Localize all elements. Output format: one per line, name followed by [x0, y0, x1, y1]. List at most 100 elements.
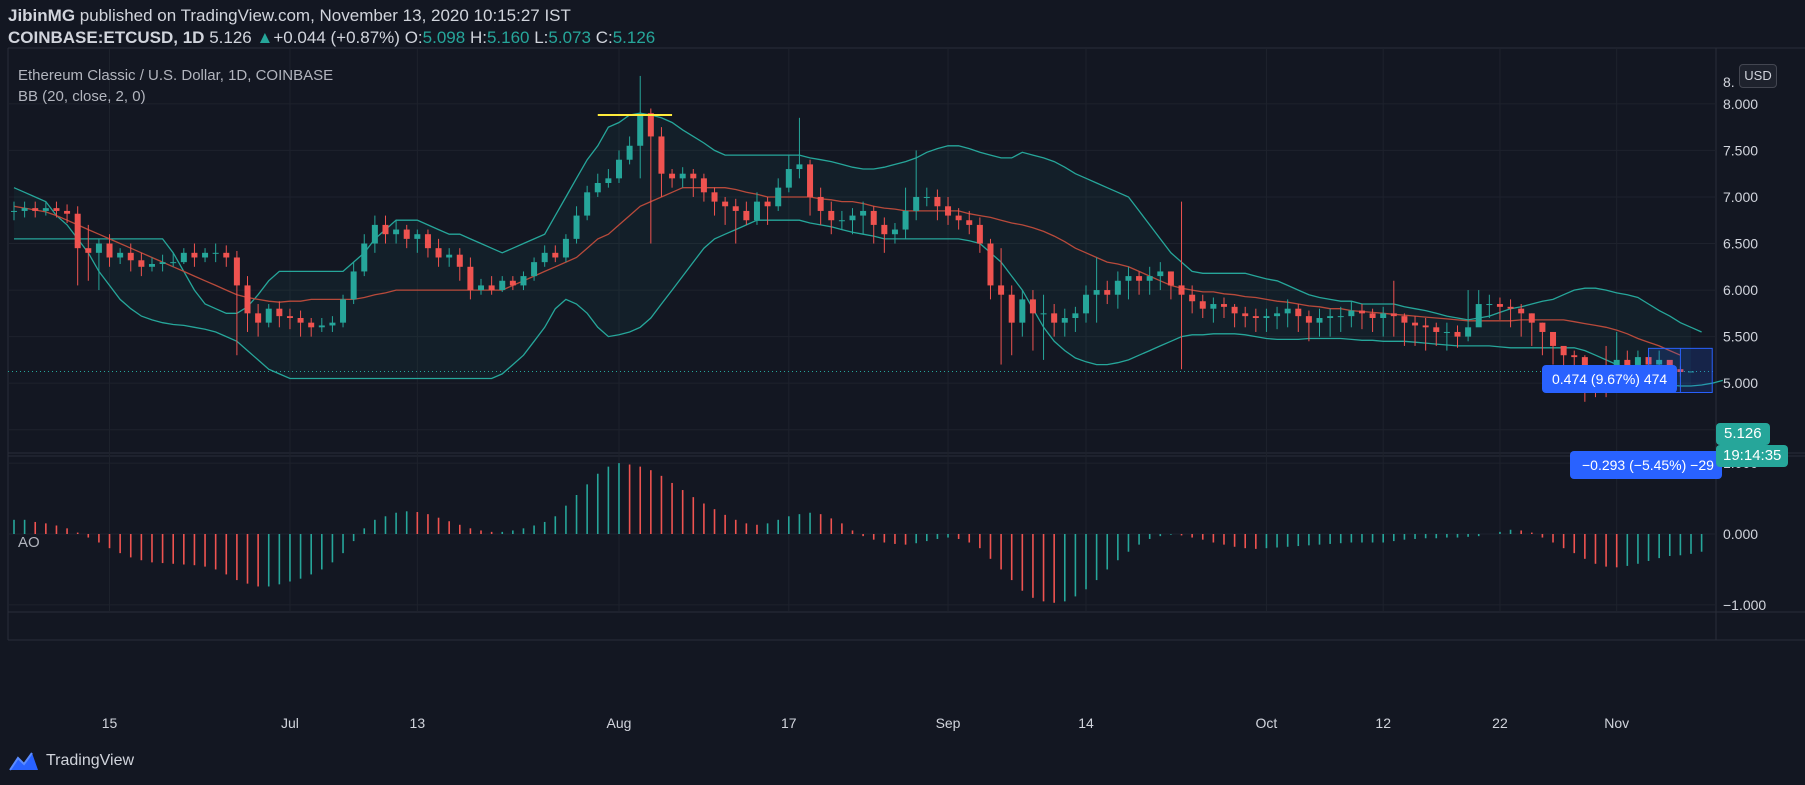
candle	[1337, 306, 1344, 332]
candle-body	[1337, 316, 1344, 318]
ao-histogram	[13, 463, 1703, 603]
candle	[945, 196, 952, 225]
candle	[1114, 271, 1121, 309]
symbol-label: COINBASE:ETCUSD, 1D	[8, 28, 205, 47]
candle	[318, 318, 325, 332]
candle	[1146, 266, 1153, 295]
candle-body	[1688, 371, 1694, 373]
candle	[1496, 297, 1503, 320]
candle	[499, 276, 506, 292]
ao-indicator-label[interactable]: AO	[18, 534, 40, 551]
candle-body	[1539, 322, 1546, 332]
candle	[785, 155, 792, 193]
candle	[807, 159, 814, 216]
candle-body	[1263, 316, 1270, 318]
candle-body	[690, 173, 697, 179]
candle	[966, 210, 973, 235]
candle	[202, 248, 209, 263]
bb-indicator-label[interactable]: BB (20, close, 2, 0)	[18, 88, 146, 105]
candle-body	[191, 252, 198, 258]
low-label: L:	[534, 28, 549, 47]
candle-body	[1454, 331, 1461, 337]
candle	[393, 220, 400, 244]
candle	[361, 234, 368, 277]
candle-body	[180, 252, 187, 263]
candle-body	[584, 192, 591, 216]
candle-body	[796, 164, 803, 170]
candle	[1390, 280, 1397, 337]
candle-body	[1051, 313, 1058, 323]
candle-body	[573, 215, 580, 239]
candle	[95, 238, 102, 291]
candle-body	[1412, 322, 1419, 326]
candle	[212, 243, 219, 263]
candle-body	[106, 243, 113, 258]
time-tick-label: Nov	[1604, 715, 1629, 731]
candle-body	[350, 271, 357, 300]
candle-body	[1295, 308, 1302, 317]
price-tick-label: 6.500	[1723, 236, 1758, 252]
candle	[987, 238, 994, 300]
candle-body	[1061, 318, 1068, 323]
tradingview-brand[interactable]: TradingView	[8, 750, 134, 772]
candle	[329, 316, 336, 332]
candle-body	[1072, 313, 1079, 318]
candle	[1539, 322, 1546, 356]
candle	[244, 276, 251, 332]
candle	[881, 217, 888, 253]
candle	[1327, 308, 1334, 337]
candle-body	[531, 262, 538, 277]
candle-body	[1316, 318, 1323, 323]
candle-body	[371, 224, 378, 244]
candle	[1369, 308, 1376, 332]
candle-body	[223, 252, 230, 258]
author-name[interactable]: JibinMG	[8, 6, 76, 25]
candle-body	[53, 208, 60, 211]
published-text: published on TradingView.com, November 1…	[79, 6, 571, 25]
candle-body	[1104, 290, 1111, 295]
candle	[647, 108, 654, 244]
candle-body	[1284, 308, 1291, 314]
candle-body	[212, 252, 219, 254]
candle-body	[1231, 306, 1238, 314]
candle-body	[562, 238, 569, 258]
candle-body	[148, 264, 155, 267]
candle	[286, 308, 293, 330]
publish-info: JibinMG published on TradingView.com, No…	[8, 6, 571, 26]
candle-body	[202, 252, 209, 258]
candle-body	[509, 280, 516, 286]
candle-body	[340, 299, 347, 323]
candle	[1422, 318, 1429, 351]
candle	[817, 187, 824, 225]
candle	[573, 206, 580, 244]
candle-body	[615, 159, 622, 179]
candle-body	[1422, 325, 1429, 328]
candle-body	[976, 224, 983, 244]
candle	[64, 204, 71, 224]
candle	[1072, 306, 1079, 332]
candle-body	[1093, 290, 1100, 295]
candle-body	[658, 136, 665, 174]
candle-body	[753, 201, 760, 221]
candle-body	[446, 254, 453, 258]
last-price-tag: 5.126	[1716, 423, 1770, 445]
candle	[1486, 294, 1493, 318]
candle	[223, 245, 230, 267]
candle	[1454, 325, 1461, 348]
candle-body	[722, 201, 729, 207]
candle-body	[308, 322, 315, 328]
candle-body	[1199, 301, 1206, 309]
candle-body	[488, 285, 495, 291]
candle	[1380, 306, 1387, 337]
change-up-icon: ▲	[256, 28, 274, 47]
candle	[743, 201, 750, 225]
candle	[1284, 299, 1291, 328]
candle-body	[1274, 313, 1281, 317]
candles-group	[11, 75, 1694, 402]
candle-body	[467, 266, 474, 291]
currency-button[interactable]: USD	[1739, 64, 1777, 88]
candle	[308, 318, 315, 337]
candle	[1199, 294, 1206, 318]
candle-body	[1327, 316, 1334, 318]
